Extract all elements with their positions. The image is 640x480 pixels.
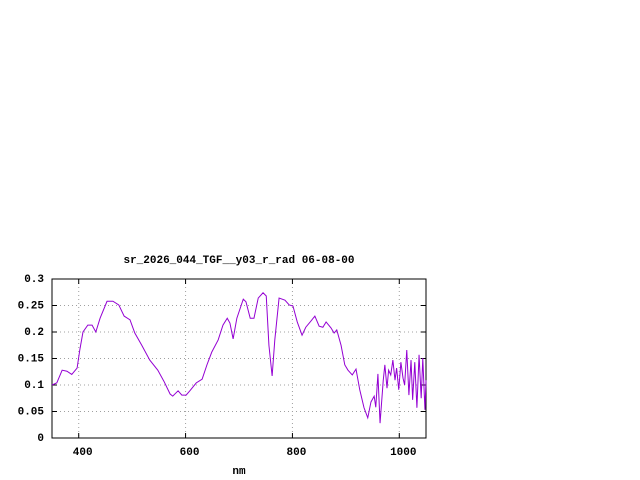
data-line: [51, 292, 427, 424]
x-tick-label: 400: [73, 447, 93, 459]
y-tick-label: 0.25: [18, 300, 45, 312]
x-tick-label: 600: [180, 447, 200, 459]
plot-border: [51, 278, 427, 439]
y-tick-label: 0.1: [24, 380, 44, 392]
y-tick-label: 0: [37, 433, 44, 445]
y-tick-label: 0.3: [24, 274, 44, 286]
y-tick-label: 0.05: [18, 406, 45, 418]
y-tick-label: 0.2: [24, 327, 44, 339]
x-tick-label: 1000: [390, 447, 416, 459]
x-axis-label: nm: [232, 466, 246, 478]
x-tick-label: 800: [287, 447, 307, 459]
chart-title: sr_2026_044_TGF__y03_r_rad 06-08-00: [123, 255, 354, 267]
y-tick-label: 0.15: [18, 353, 45, 365]
